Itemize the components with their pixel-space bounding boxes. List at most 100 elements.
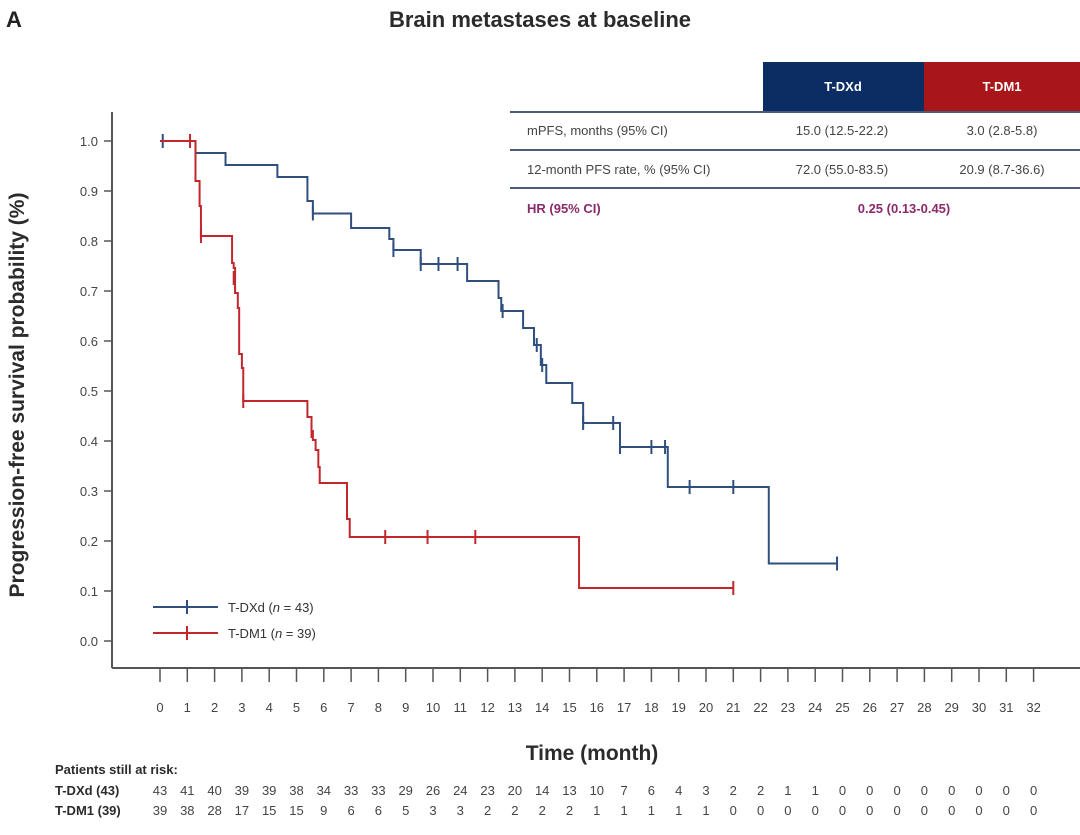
risk-value: 0 <box>730 803 737 818</box>
x-tick-label: 19 <box>671 700 685 715</box>
x-tick-label: 3 <box>238 700 245 715</box>
risk-value: 1 <box>784 783 791 798</box>
risk-label-tdxd: T-DXd (43) <box>55 783 119 798</box>
risk-value: 38 <box>289 783 303 798</box>
risk-value: 29 <box>398 783 412 798</box>
x-tick-label: 21 <box>726 700 740 715</box>
risk-value: 0 <box>866 783 873 798</box>
risk-value: 3 <box>702 783 709 798</box>
risk-value: 1 <box>675 803 682 818</box>
x-tick-label: 29 <box>944 700 958 715</box>
y-tick-label: 0.9 <box>80 184 98 199</box>
risk-value: 13 <box>562 783 576 798</box>
x-tick-label: 23 <box>781 700 795 715</box>
x-tick-label: 15 <box>562 700 576 715</box>
risk-value: 40 <box>207 783 221 798</box>
risk-value: 9 <box>320 803 327 818</box>
y-tick-label: 0.5 <box>80 384 98 399</box>
x-tick-label: 17 <box>617 700 631 715</box>
risk-value: 0 <box>921 803 928 818</box>
risk-value: 1 <box>702 803 709 818</box>
x-tick-label: 1 <box>184 700 191 715</box>
y-tick-label: 1.0 <box>80 134 98 149</box>
risk-value: 14 <box>535 783 549 798</box>
hr-value: 0.25 (0.13-0.45) <box>858 201 951 216</box>
summary-table: T-DXd T-DM1 mPFS, months (95% CI) 15.0 (… <box>510 62 1080 216</box>
header-cell-tdxd <box>763 62 924 111</box>
risk-value: 6 <box>347 803 354 818</box>
risk-value: 0 <box>1030 803 1037 818</box>
risk-value: 0 <box>921 783 928 798</box>
risk-value: 24 <box>453 783 467 798</box>
legend-label-tdm1: T-DM1 (n = 39) <box>228 626 316 641</box>
risk-value: 2 <box>539 803 546 818</box>
risk-value: 0 <box>948 783 955 798</box>
header-cell-tdm1 <box>924 62 1080 111</box>
risk-value: 26 <box>426 783 440 798</box>
km-curve-tdm1 <box>160 140 734 589</box>
risk-value: 33 <box>371 783 385 798</box>
y-tick-label: 0.1 <box>80 584 98 599</box>
risk-value: 4 <box>675 783 682 798</box>
risk-value: 2 <box>730 783 737 798</box>
risk-value: 39 <box>235 783 249 798</box>
risk-value: 0 <box>975 803 982 818</box>
header-tdm1: T-DM1 <box>983 79 1022 94</box>
curves <box>160 134 839 595</box>
risk-value: 33 <box>344 783 358 798</box>
risk-value: 7 <box>620 783 627 798</box>
chart-title: Brain metastases at baseline <box>389 7 691 32</box>
risk-value: 38 <box>180 803 194 818</box>
risk-value: 39 <box>262 783 276 798</box>
x-tick-label: 6 <box>320 700 327 715</box>
y-tick-label: 0.0 <box>80 634 98 649</box>
x-tick-label: 8 <box>375 700 382 715</box>
x-tick-label: 2 <box>211 700 218 715</box>
legend-label-tdxd: T-DXd (n = 43) <box>228 600 314 615</box>
rate12m-tdxd: 72.0 (55.0-83.5) <box>796 162 889 177</box>
risk-value: 41 <box>180 783 194 798</box>
y-tick-label: 0.6 <box>80 334 98 349</box>
risk-value: 0 <box>866 803 873 818</box>
km-curve-tdxd <box>160 140 838 565</box>
risk-value: 0 <box>812 803 819 818</box>
risk-value: 15 <box>262 803 276 818</box>
risk-value: 2 <box>757 783 764 798</box>
risk-values: 43 41 40 39 39 38 34 33 33 29 26 24 23 20 14 13 10 7 6 4 3 2 2… <box>153 783 1037 818</box>
rate12m-tdm1: 20.9 (8.7-36.6) <box>959 162 1044 177</box>
risk-value: 2 <box>484 803 491 818</box>
risk-value: 43 <box>153 783 167 798</box>
x-tick-label: 13 <box>508 700 522 715</box>
x-ticks: 0 1 2 3 4 5 6 7 8 9 10 11 12 13 14 15 16 17 18 19 20 21 22 23 24… <box>156 668 1041 715</box>
risk-value: 0 <box>1003 803 1010 818</box>
y-ticks: 0.0 0.1 0.2 0.3 0.4 0.5 0.6 0.7 0.8 0.9 1.0 <box>80 134 112 649</box>
risk-value: 0 <box>1003 783 1010 798</box>
row-label-mpfs: mPFS, months (95% CI) <box>527 123 668 138</box>
risk-value: 0 <box>784 803 791 818</box>
x-tick-label: 0 <box>156 700 163 715</box>
risk-value: 15 <box>289 803 303 818</box>
risk-value: 20 <box>508 783 522 798</box>
x-tick-label: 16 <box>590 700 604 715</box>
risk-value: 1 <box>620 803 627 818</box>
risk-value: 2 <box>511 803 518 818</box>
y-tick-label: 0.8 <box>80 234 98 249</box>
x-tick-label: 7 <box>347 700 354 715</box>
x-tick-label: 24 <box>808 700 822 715</box>
risk-value: 6 <box>648 783 655 798</box>
x-tick-label: 20 <box>699 700 713 715</box>
x-tick-label: 31 <box>999 700 1013 715</box>
risk-value: 3 <box>429 803 436 818</box>
x-tick-label: 25 <box>835 700 849 715</box>
risk-value: 2 <box>566 803 573 818</box>
y-tick-label: 0.4 <box>80 434 98 449</box>
risk-value: 28 <box>207 803 221 818</box>
x-axis-label: Time (month) <box>526 742 659 765</box>
risk-value: 0 <box>948 803 955 818</box>
y-tick-label: 0.3 <box>80 484 98 499</box>
risk-value: 6 <box>375 803 382 818</box>
header-tdxd: T-DXd <box>824 79 862 94</box>
x-tick-label: 18 <box>644 700 658 715</box>
risk-value: 17 <box>235 803 249 818</box>
